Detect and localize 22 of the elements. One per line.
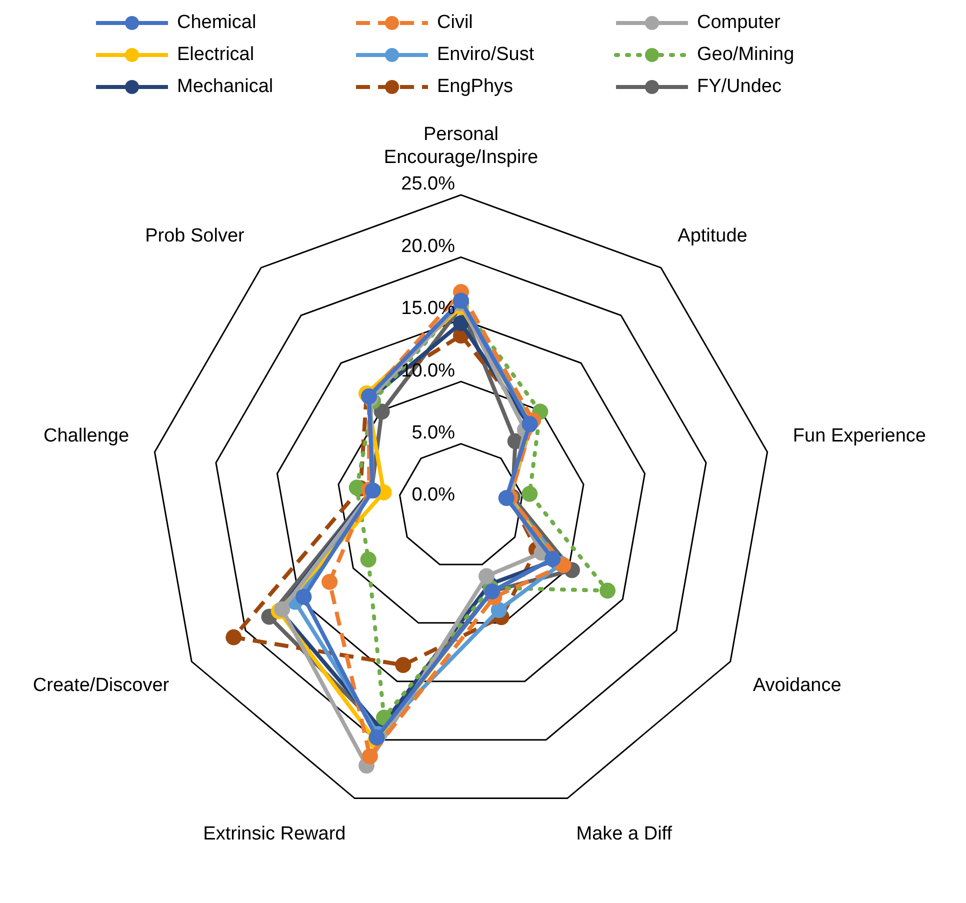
y-tick-label: 5.0% (412, 422, 456, 444)
legend-label: Electrical (177, 44, 254, 66)
y-tick-label: 25.0% (401, 174, 456, 195)
spoke-label: Fun Experience (792, 425, 926, 446)
y-tick-label: 0.0% (412, 484, 456, 506)
spoke-label: Create/Discover (32, 675, 170, 696)
spoke-label: Prob Solver (145, 226, 246, 247)
legend-label: Enviro/Sust (437, 44, 534, 66)
spoke-label: Aptitude (678, 226, 748, 247)
legend-label: Mechanical (177, 76, 274, 98)
spoke-label: Extrinsic Reward (203, 823, 346, 844)
legend-label: Computer (697, 12, 780, 34)
legend-label: FY/Undec (697, 76, 782, 98)
legend-label: Civil (437, 12, 473, 34)
y-tick-label: 20.0% (401, 236, 456, 257)
spoke-label: Personal Encourage/Inspire (384, 124, 538, 168)
legend-label: Geo/Mining (697, 44, 794, 66)
spoke-label: Avoidance (752, 675, 842, 696)
spoke-label: Make a Diff (576, 823, 673, 844)
spoke-label: Challenge (43, 425, 130, 446)
legend-label: EngPhys (437, 76, 514, 98)
legend-label: Chemical (177, 12, 256, 34)
